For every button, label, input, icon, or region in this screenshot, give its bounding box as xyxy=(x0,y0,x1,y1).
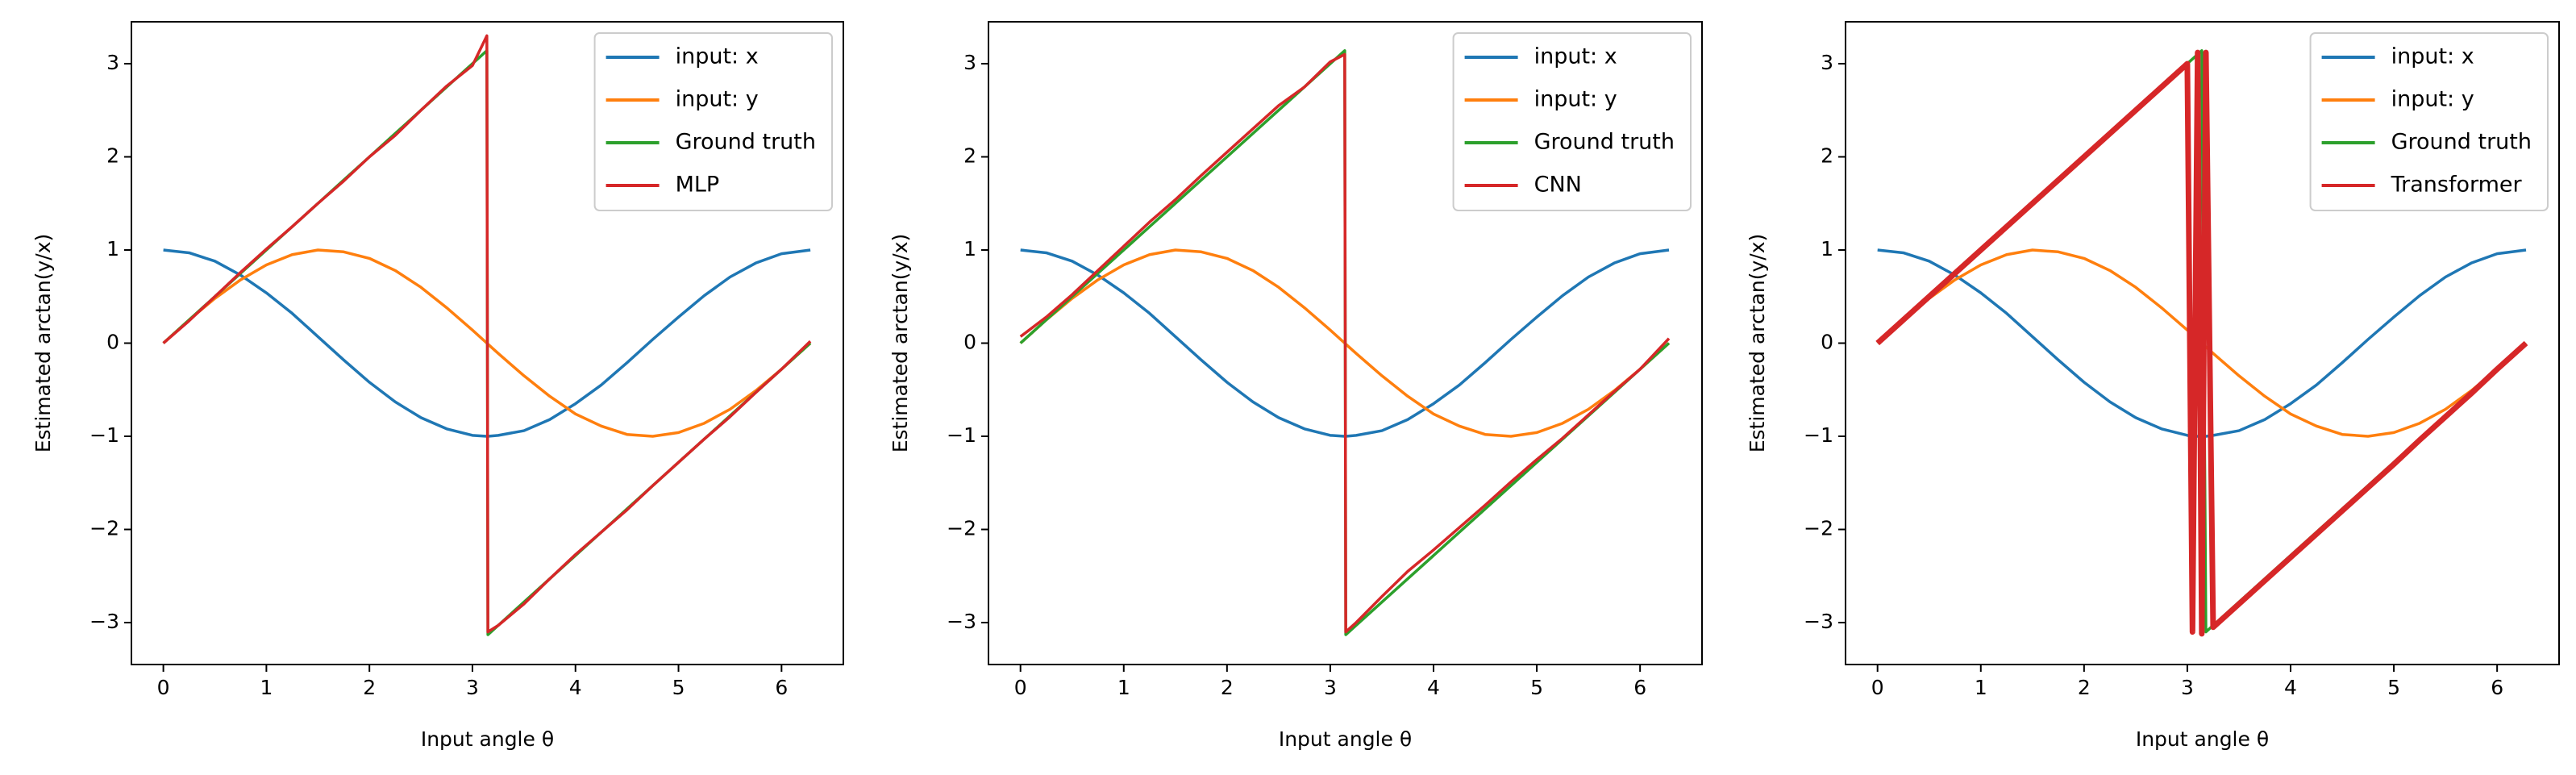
x-tick-label: 0 xyxy=(157,676,170,699)
x-tick-label: 4 xyxy=(1427,676,1440,699)
y-tick-label: 2 xyxy=(1821,144,1833,167)
y-axis-label: Estimated arctan(y/x) xyxy=(1746,234,1769,453)
y-tick-label: −3 xyxy=(947,610,976,633)
y-tick-label: 0 xyxy=(106,331,119,354)
y-tick-label: 2 xyxy=(106,144,119,167)
y-tick-label: −2 xyxy=(947,517,976,540)
y-tick-label: 0 xyxy=(963,331,976,354)
legend-label: input: y xyxy=(1534,87,1617,112)
x-tick-label: 1 xyxy=(1975,676,1987,699)
legend-label: MLP xyxy=(676,173,720,198)
x-tick-label: 2 xyxy=(363,676,376,699)
legend-label: Ground truth xyxy=(676,130,816,155)
legend-label: CNN xyxy=(1534,173,1582,198)
y-tick-label: 2 xyxy=(963,144,976,167)
y-tick-label: −3 xyxy=(1804,610,1833,633)
data-line xyxy=(162,34,812,634)
x-tick-label: 1 xyxy=(260,676,273,699)
x-tick-label: 4 xyxy=(2284,676,2297,699)
x-tick-label: 6 xyxy=(1633,676,1646,699)
x-tick-label: 3 xyxy=(466,676,479,699)
chart-panel: 0 1 2 3 4 5 6 −3 −2 −1 0 1 2 3 Input angle θ Estimated … xyxy=(1746,21,2560,751)
x-tick-label: 6 xyxy=(775,676,788,699)
legend-label: input: y xyxy=(2391,87,2474,112)
y-tick-label: −2 xyxy=(1804,517,1833,540)
y-axis-label: Estimated arctan(y/x) xyxy=(888,234,912,453)
x-axis-label: Input angle θ xyxy=(2136,727,2269,751)
legend-label: Ground truth xyxy=(2391,130,2532,155)
y-tick-label: 1 xyxy=(963,237,976,260)
x-tick-label: 3 xyxy=(2181,676,2194,699)
x-axis-label: Input angle θ xyxy=(421,727,554,751)
legend-box xyxy=(593,32,833,211)
x-tick-label: 6 xyxy=(2491,676,2503,699)
plot-area xyxy=(1875,49,2528,637)
data-line xyxy=(1019,52,1671,634)
x-axis-label: Input angle θ xyxy=(1279,727,1412,751)
x-tick-label: 2 xyxy=(1221,676,1234,699)
y-tick-label: 1 xyxy=(106,237,119,260)
legend-label: input: x xyxy=(2391,44,2474,69)
legend: input: x input: y Ground truth CNN xyxy=(1452,32,1692,211)
x-tick-label: 5 xyxy=(2387,676,2400,699)
legend-label: Transformer xyxy=(2391,173,2523,198)
y-tick-label: −1 xyxy=(89,423,119,447)
x-tick-label: 5 xyxy=(1530,676,1543,699)
chart-panel: 0 1 2 3 4 5 6 −3 −2 −1 0 1 2 3 Input angle θ Estimated … xyxy=(888,21,1703,751)
y-tick-label: −1 xyxy=(1804,423,1833,447)
y-tick-label: 0 xyxy=(1821,331,1833,354)
y-tick-label: 3 xyxy=(1821,51,1833,74)
data-line xyxy=(1875,49,2528,637)
x-tick-label: 2 xyxy=(2078,676,2091,699)
plot-area xyxy=(1019,49,1671,636)
plot-area xyxy=(162,34,812,636)
x-tick-label: 5 xyxy=(672,676,685,699)
x-tick-label: 4 xyxy=(569,676,582,699)
x-tick-label: 3 xyxy=(1324,676,1337,699)
legend-box xyxy=(1452,32,1692,211)
legend: input: x input: y Ground truth MLP xyxy=(593,32,833,211)
legend-label: input: x xyxy=(1534,44,1617,69)
legend-label: input: y xyxy=(676,87,759,112)
y-tick-label: 3 xyxy=(963,51,976,74)
chart-panel: 0 1 2 3 4 5 6 −3 −2 −1 0 1 2 3 Input angle θ Estimated … xyxy=(31,21,844,751)
x-tick-label: 1 xyxy=(1117,676,1130,699)
legend-label: input: x xyxy=(676,44,759,69)
x-tick-label: 0 xyxy=(1014,676,1027,699)
legend: input: x input: y Ground truth Transformer xyxy=(2309,32,2549,211)
y-axis-label: Estimated arctan(y/x) xyxy=(31,234,55,453)
y-tick-label: 1 xyxy=(1821,237,1833,260)
y-tick-label: 3 xyxy=(106,51,119,74)
x-tick-label: 0 xyxy=(1871,676,1884,699)
y-tick-label: −3 xyxy=(89,610,119,633)
y-tick-label: −2 xyxy=(89,517,119,540)
legend-box xyxy=(2309,32,2549,211)
y-tick-label: −1 xyxy=(947,423,976,447)
legend-label: Ground truth xyxy=(1534,130,1675,155)
